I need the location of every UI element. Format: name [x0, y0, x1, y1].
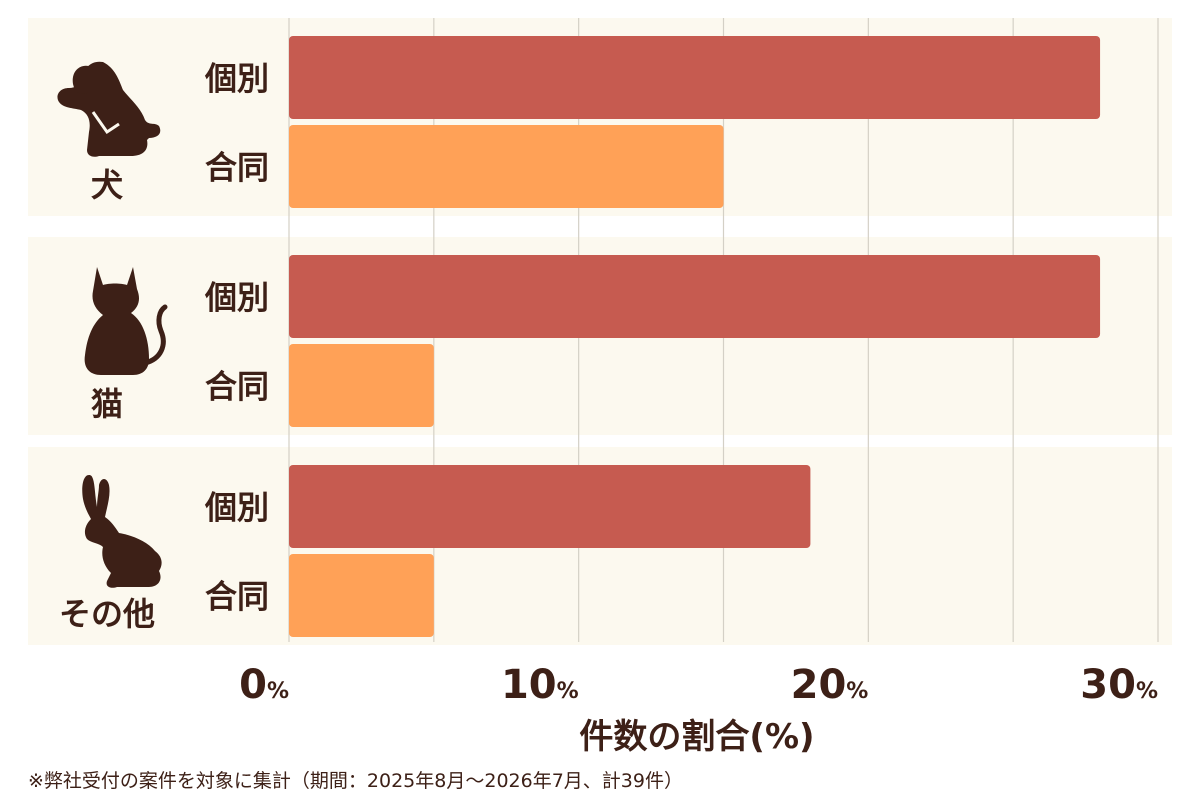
bar [289, 255, 1101, 338]
bar-label: 合同 [205, 368, 269, 406]
tick-label: 30% [1080, 662, 1158, 708]
tick-label: 20% [791, 662, 869, 708]
tick-label: 10% [501, 662, 579, 708]
bar-label: 合同 [205, 149, 269, 187]
bar-label: 合同 [205, 578, 269, 616]
footnote: ※弊社受付の案件を対象に集計（期間：2025年8月〜2026年7月、計39件） [28, 770, 683, 792]
bar-label: 個別 [204, 60, 269, 98]
group-label: 猫 [91, 385, 123, 423]
bar [289, 125, 724, 208]
x-axis-label: 件数の割合(%) [579, 717, 814, 757]
bar [289, 36, 1101, 119]
group-label: その他 [59, 595, 155, 633]
group-label: 犬 [91, 166, 123, 204]
bar-label: 個別 [204, 279, 269, 317]
bar [289, 344, 434, 427]
bar [289, 554, 434, 637]
tick-label: 0% [239, 662, 289, 708]
bar [289, 465, 811, 548]
bar-label: 個別 [204, 489, 269, 527]
